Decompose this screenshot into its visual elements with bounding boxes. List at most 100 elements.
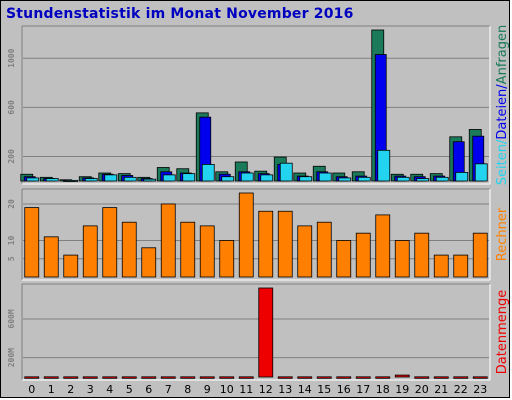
bar-rechner (180, 221, 196, 278)
bar-rechner (82, 225, 98, 278)
bar-seiten (201, 164, 215, 182)
x-tick-label: 15 (317, 383, 331, 396)
x-tick-label: 11 (239, 383, 253, 396)
bar-datenmenge (433, 376, 449, 379)
bar-rechner (375, 214, 391, 278)
x-tick-label: 20 (415, 383, 429, 396)
x-tick-label: 23 (473, 383, 487, 396)
bar-rechner (141, 247, 157, 278)
bar-datenmenge (375, 376, 391, 379)
y-tick-label: 1000 (7, 48, 16, 67)
bar-seiten (123, 176, 137, 182)
y-tick-label: 200M (7, 348, 16, 367)
bar-seiten (182, 173, 196, 182)
y-tick-label: 600 (7, 100, 16, 115)
bar-seiten (377, 149, 391, 182)
bar-seiten (396, 176, 410, 182)
bar-seiten (318, 172, 332, 182)
bar-seiten (260, 174, 274, 182)
bar-rechner (414, 232, 430, 278)
x-tick-label: 7 (165, 383, 172, 396)
bar-seiten (65, 179, 79, 182)
bar-seiten (474, 163, 488, 182)
x-tick-label: 10 (220, 383, 234, 396)
bar-rechner (433, 254, 449, 278)
bar-datenmenge (394, 374, 410, 378)
bar-seiten (455, 172, 469, 182)
y-axis-label-part: Dateien (495, 89, 510, 140)
bar-rechner (160, 203, 176, 278)
x-tick-label: 13 (278, 383, 292, 396)
x-tick-label: 5 (126, 383, 133, 396)
x-tick-label: 8 (184, 383, 191, 396)
bar-datenmenge (141, 376, 157, 379)
bar-seiten (435, 176, 449, 182)
bar-rechner (394, 240, 410, 278)
y-axis-label-part: / (495, 84, 510, 89)
bar-datenmenge (453, 376, 469, 379)
bar-datenmenge (238, 376, 254, 379)
x-tick-label: 21 (434, 383, 448, 396)
bar-datenmenge (160, 376, 176, 379)
bar-rechner (121, 221, 137, 278)
x-tick-label: 1 (48, 383, 55, 396)
bar-rechner (277, 210, 293, 278)
y-axis-label-part: Anfragen (495, 25, 510, 85)
x-tick-label: 17 (356, 383, 370, 396)
x-tick-label: 18 (376, 383, 390, 396)
bar-seiten (221, 176, 235, 182)
y-tick-label: 600M (7, 309, 16, 328)
bar-rechner (102, 207, 118, 278)
bar-seiten (338, 177, 352, 182)
bar-datenmenge (63, 376, 79, 379)
y-axis-label-part: Datenmenge (495, 290, 510, 374)
y-axis-label-part: Rechner (495, 207, 510, 261)
x-tick-label: 12 (259, 383, 273, 396)
bar-datenmenge (277, 376, 293, 379)
bar-datenmenge (297, 376, 313, 379)
y-axis-label-requests: Seiten/Dateien/Anfragen (495, 25, 510, 185)
bar-rechner (43, 236, 59, 278)
bar-datenmenge (219, 376, 235, 379)
bar-seiten (143, 178, 157, 182)
x-tick-label: 9 (204, 383, 211, 396)
bar-seiten (26, 177, 40, 182)
bar-seiten (357, 176, 371, 182)
bar-datenmenge (316, 376, 332, 379)
x-tick-label: 16 (337, 383, 351, 396)
bar-rechner (258, 210, 274, 278)
bar-rechner (219, 240, 235, 278)
bar-datenmenge (180, 376, 196, 379)
x-tick-label: 3 (87, 383, 94, 396)
bar-seiten (299, 176, 313, 182)
bar-seiten (162, 174, 176, 182)
bar-datenmenge (43, 376, 59, 379)
bar-datenmenge (121, 376, 137, 379)
y-axis-label-volume: Datenmenge (495, 290, 510, 374)
bar-rechner (355, 232, 371, 278)
x-tick-label: 19 (395, 383, 409, 396)
y-axis-label-part: Seiten (495, 144, 510, 185)
panel-requests (22, 26, 490, 184)
y-axis-label-part: / (495, 139, 510, 144)
bar-rechner (297, 225, 313, 278)
bar-seiten (84, 178, 98, 182)
bar-rechner (199, 225, 215, 278)
bar-rechner (63, 254, 79, 278)
x-tick-label: 6 (145, 383, 152, 396)
bar-rechner (238, 192, 254, 278)
bar-datenmenge (355, 376, 371, 379)
bar-seiten (45, 178, 59, 182)
y-tick-label: 10 (7, 235, 16, 245)
bar-datenmenge (414, 376, 430, 379)
x-tick-label: 22 (454, 383, 468, 396)
bar-rechner (316, 221, 332, 278)
chart-title: Stundenstatistik im Monat November 2016 (6, 6, 354, 22)
bar-datenmenge (24, 376, 40, 379)
x-tick-label: 0 (28, 383, 35, 396)
bar-rechner (453, 254, 469, 278)
bar-datenmenge (102, 376, 118, 379)
bar-seiten (416, 178, 430, 182)
bar-datenmenge (336, 376, 352, 379)
